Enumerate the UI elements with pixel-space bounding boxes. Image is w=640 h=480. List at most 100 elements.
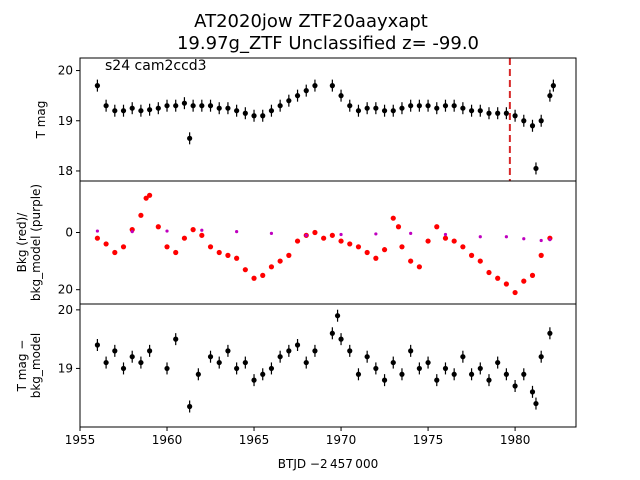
background-y-axis-label: Bkg (red)/bkg_model (purple) (15, 184, 43, 301)
y-tick-label: 20 (58, 303, 73, 317)
data-point (260, 371, 266, 377)
data-point (216, 249, 222, 256)
data-point (399, 105, 405, 111)
data-point (539, 238, 543, 243)
sector-camera-annotation: s24 cam2ccd3 (105, 58, 207, 74)
data-point (268, 108, 275, 114)
data-point (460, 244, 466, 250)
x-tick-label: 1965 (239, 433, 270, 447)
data-point (521, 278, 527, 284)
data-point (103, 359, 109, 366)
data-point (425, 359, 431, 366)
data-point (512, 383, 518, 389)
data-point (286, 252, 292, 258)
data-point (129, 105, 135, 111)
data-point (260, 113, 266, 119)
data-point (334, 313, 341, 319)
data-point (468, 371, 475, 377)
data-point (373, 105, 379, 111)
data-point (173, 336, 179, 342)
data-point (451, 371, 457, 377)
x-tick-label: 1955 (65, 433, 96, 447)
data-point (164, 103, 170, 109)
data-point (294, 93, 301, 99)
data-point (286, 98, 292, 104)
data-point (538, 252, 544, 258)
data-point (425, 103, 431, 109)
data-point (442, 103, 449, 109)
chart-title-line2: 19.97g_ZTF Unclassified z= -99.0 (177, 33, 479, 54)
data-point (460, 354, 466, 360)
data-point (147, 192, 153, 198)
data-point (408, 348, 414, 354)
data-point (538, 354, 544, 360)
data-point (495, 110, 501, 116)
data-point (364, 249, 370, 256)
data-point (503, 371, 509, 377)
data-point (207, 103, 214, 109)
data-point (164, 365, 170, 372)
data-point (477, 365, 483, 372)
data-point (235, 230, 239, 234)
data-point (147, 107, 153, 113)
data-point (234, 255, 240, 261)
data-point (187, 403, 193, 410)
data-point (538, 118, 544, 124)
data-point (547, 330, 553, 336)
data-point (303, 359, 309, 366)
data-point (120, 244, 127, 250)
data-point (181, 235, 188, 241)
data-point (329, 83, 335, 89)
data-point (268, 365, 275, 372)
data-point (512, 289, 518, 296)
data-point (147, 348, 153, 354)
data-point (355, 108, 362, 114)
data-point (477, 108, 483, 114)
data-point (547, 93, 553, 99)
data-point (173, 103, 179, 109)
data-point (251, 275, 257, 281)
data-point (495, 275, 501, 281)
data-point (225, 105, 231, 111)
data-point (195, 371, 201, 377)
data-point (338, 93, 344, 99)
data-point (277, 103, 283, 109)
data-point (486, 269, 492, 276)
data-point (399, 244, 405, 250)
data-point (364, 105, 370, 111)
data-point (216, 359, 222, 366)
data-point (338, 238, 344, 244)
data-point (442, 365, 449, 372)
data-point (347, 241, 353, 247)
data-point (321, 235, 327, 241)
data-point (381, 247, 388, 253)
x-axis-label: BTJD −2 457 000 (278, 457, 378, 471)
background-data (94, 192, 553, 296)
data-point (434, 105, 440, 111)
data-point (434, 377, 440, 383)
data-point (103, 241, 109, 247)
data-point (477, 258, 483, 264)
plot-panels: 18 19 20 T mag 0 20 Bkg (red)/bkg_model (purpl… (15, 57, 577, 447)
data-point (408, 103, 414, 109)
data-point (95, 229, 100, 233)
data-point (521, 118, 527, 124)
data-point (468, 108, 475, 114)
data-point (416, 365, 422, 372)
data-point (408, 258, 414, 264)
light-curve-panel: 18 19 20 T mag (34, 57, 577, 182)
data-point (339, 232, 343, 237)
data-point (155, 224, 161, 230)
data-point (112, 249, 118, 256)
y-tick-label: 18 (58, 164, 73, 178)
data-point (504, 235, 508, 239)
data-point (512, 113, 518, 119)
x-tick-label: 1980 (500, 433, 531, 447)
data-point (187, 135, 193, 141)
data-point (138, 108, 144, 114)
data-point (165, 229, 169, 233)
data-point (373, 365, 379, 372)
data-point (181, 100, 188, 106)
background-frame (79, 180, 577, 305)
